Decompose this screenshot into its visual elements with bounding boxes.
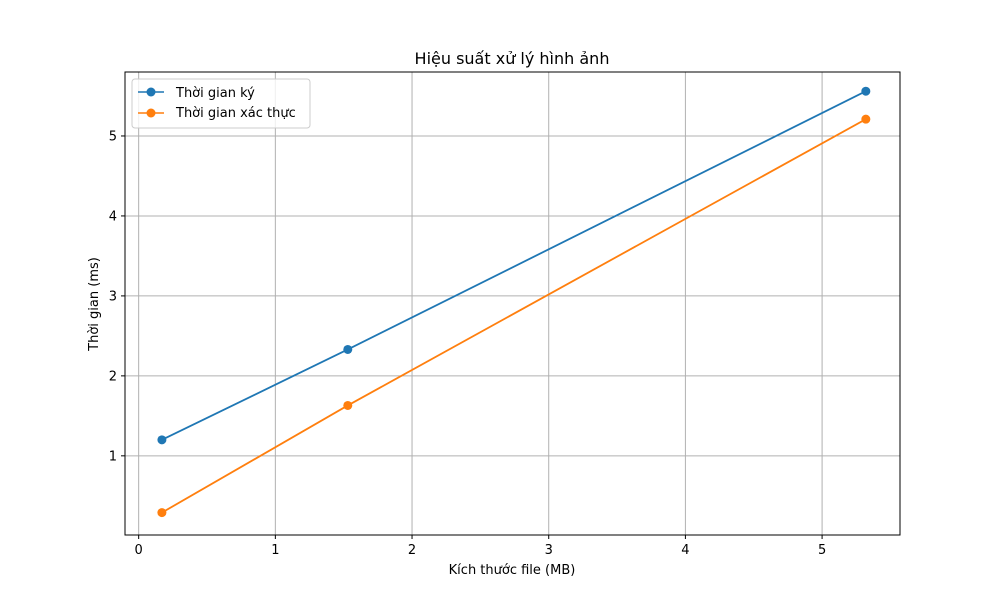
x-tick-label: 0 — [135, 543, 143, 558]
y-tick-label: 5 — [109, 129, 117, 144]
legend: Thời gian ký Thời gian xác thực — [131, 78, 311, 129]
data-point — [343, 344, 353, 354]
x-tick-label: 3 — [545, 543, 553, 558]
y-axis-label: Thời gian (ms) — [87, 257, 102, 352]
x-tick-label: 1 — [271, 543, 279, 558]
series-line — [161, 90, 867, 441]
data-point — [157, 508, 167, 518]
series-layer — [157, 86, 871, 518]
y-tick-label: 4 — [109, 209, 117, 224]
data-point — [861, 114, 871, 124]
y-tick-label: 2 — [109, 369, 117, 384]
axis-ticks: 0 1 2 3 4 5 1 2 3 4 5 — [109, 129, 827, 558]
series-1 — [157, 86, 871, 445]
legend-label-verification: Thời gian xác thực — [175, 106, 296, 121]
x-tick-label: 4 — [681, 543, 689, 558]
legend-marker-signing — [146, 87, 156, 97]
series-line — [161, 118, 867, 514]
data-point — [861, 86, 871, 96]
data-point — [343, 400, 353, 410]
legend-marker-verification — [146, 108, 156, 118]
y-tick-label: 3 — [109, 289, 117, 304]
x-tick-label: 2 — [408, 543, 416, 558]
y-tick-label: 1 — [109, 449, 117, 464]
series-2 — [157, 114, 871, 518]
data-point — [157, 435, 167, 445]
grid-lines — [125, 72, 900, 535]
legend-label-signing: Thời gian ký — [175, 86, 255, 101]
chart-title: Hiệu suất xử lý hình ảnh — [415, 49, 610, 68]
x-axis-label: Kích thước file (MB) — [449, 563, 576, 578]
x-tick-label: 5 — [818, 543, 826, 558]
legend-box — [131, 78, 311, 129]
plot-frame — [124, 71, 901, 536]
